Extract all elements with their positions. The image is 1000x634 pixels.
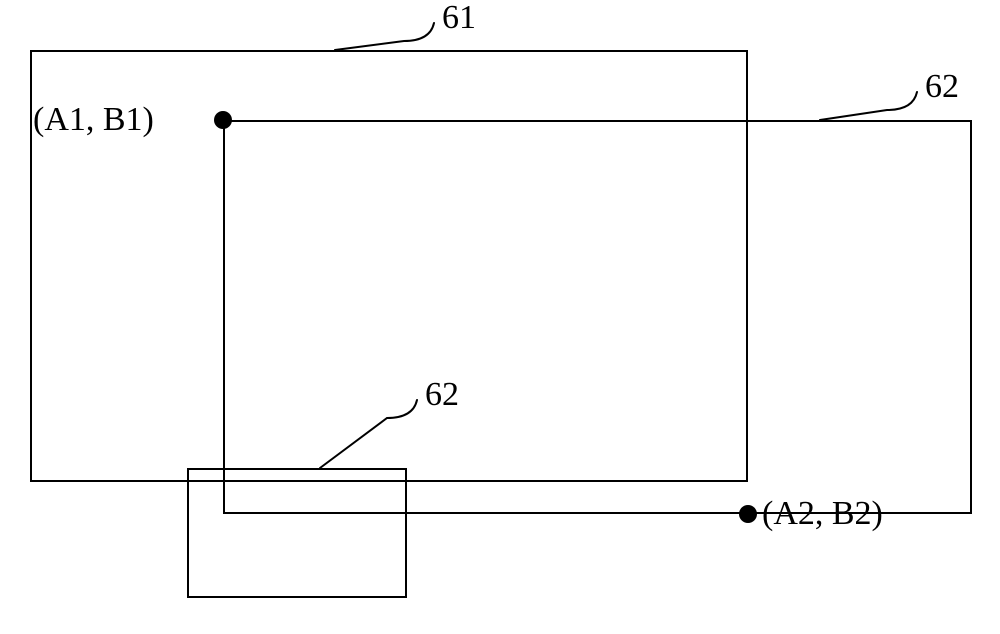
leader-lines	[0, 0, 1000, 634]
diagram-canvas: (A1, B1) (A2, B2) 61 62 62	[0, 0, 1000, 634]
callout-label-62-small: 62	[425, 376, 459, 414]
callout-label-61: 61	[442, 0, 476, 37]
callout-label-62-top: 62	[925, 68, 959, 106]
